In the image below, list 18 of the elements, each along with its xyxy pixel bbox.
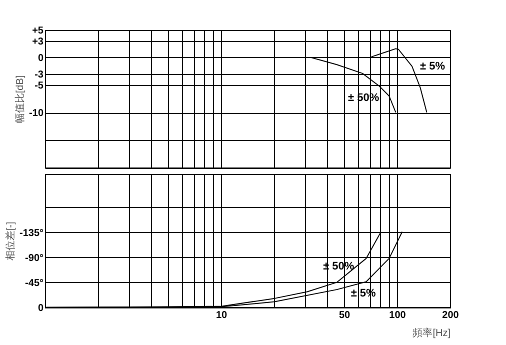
x-tick-label: 200 (442, 310, 460, 321)
x-tick-label: 10 (216, 310, 228, 321)
y-tick-label: -3 (34, 70, 44, 80)
y-tick-label: 0 (38, 302, 44, 314)
y-tick-label: -90° (25, 252, 44, 264)
y-tick-label: 0 (38, 53, 44, 64)
y-tick-label: +3 (32, 36, 44, 48)
series-label: ± 5% (420, 60, 446, 72)
x-tick-label: 50 (338, 310, 351, 321)
y-axis-title: 相位差[-] (4, 222, 16, 261)
y-axis-title: 幅值比[dB] (14, 75, 26, 124)
y-tick-label: -135° (19, 228, 44, 239)
y-tick-label: -5 (34, 80, 44, 92)
y-tick-label: -45° (25, 278, 44, 289)
x-tick-label: 100 (389, 310, 406, 321)
y-tick-label: +5 (32, 26, 44, 36)
y-tick-label: -10 (29, 108, 44, 119)
x-axis-title: 頻率[Hz] (412, 326, 451, 339)
